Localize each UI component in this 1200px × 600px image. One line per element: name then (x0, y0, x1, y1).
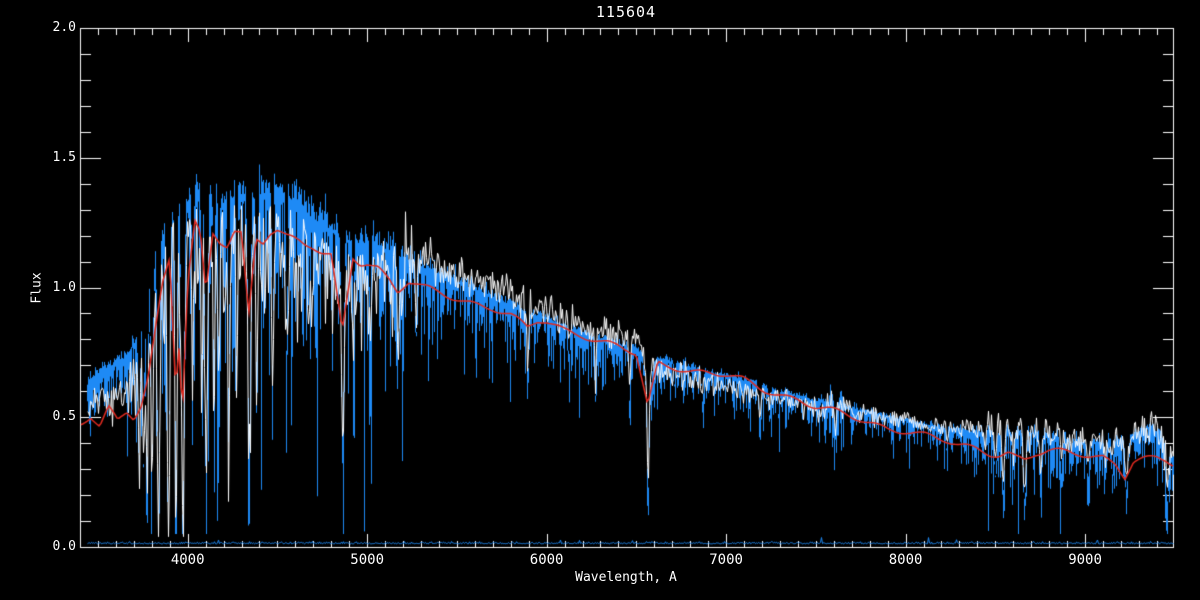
x-axis-label: Wavelength, A (575, 570, 677, 585)
y-tick-label: 0.0 (52, 539, 76, 554)
y-tick-label: 0.5 (52, 409, 76, 425)
x-tick-label: 4000 (170, 552, 205, 568)
y-tick-label: 1.0 (52, 279, 76, 295)
x-tick-label: 6000 (529, 552, 564, 568)
x-tick-label: 5000 (350, 552, 385, 568)
y-tick-label: 2.0 (52, 20, 76, 35)
x-tick-label: 9000 (1068, 552, 1102, 568)
x-tick-label: 8000 (888, 552, 923, 568)
y-tick-label: 1.5 (52, 149, 76, 165)
x-tick-label: 7000 (709, 552, 743, 568)
chart-title: 115604 (595, 3, 657, 21)
